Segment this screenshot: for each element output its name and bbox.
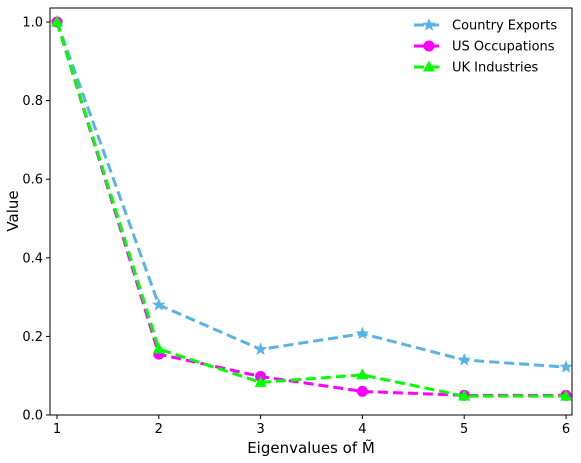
data-point-country-exports xyxy=(355,326,370,340)
series-line-uk-industries xyxy=(55,21,566,398)
legend-label: Country Exports xyxy=(452,19,557,34)
x-tick-label: 2 xyxy=(155,422,163,437)
data-point-country-exports xyxy=(152,297,166,311)
x-axis: 1 2 3 4 5 6 xyxy=(53,415,570,437)
x-tick-label: 3 xyxy=(256,422,264,437)
y-tick-label: 0.2 xyxy=(22,330,43,345)
y-tick-label: 0.6 xyxy=(22,173,43,188)
legend-marker xyxy=(423,60,435,72)
data-point-uk-industries xyxy=(458,389,471,401)
x-tick-label: 4 xyxy=(358,422,366,437)
y-tick-label: 0.0 xyxy=(22,409,43,424)
legend-item: US Occupations xyxy=(414,40,555,55)
legend-item: Country Exports xyxy=(414,18,557,34)
legend-marker xyxy=(423,40,435,52)
legend-label: UK Industries xyxy=(452,61,539,76)
y-tick-label: 0.4 xyxy=(22,251,43,266)
plot-frame xyxy=(49,7,573,416)
data-point-uk-industries xyxy=(356,368,369,380)
data-point-uk-industries xyxy=(560,389,572,401)
data-point-uk-industries xyxy=(152,342,165,354)
series-line-country-exports xyxy=(55,21,567,369)
series-uk-industries xyxy=(51,15,572,401)
x-tick-label: 6 xyxy=(562,422,570,437)
x-axis-label: Eigenvalues of M̃ xyxy=(247,438,375,457)
data-point-country-exports xyxy=(253,342,268,356)
data-point-uk-industries xyxy=(254,375,267,387)
data-point-country-exports xyxy=(457,352,471,366)
legend: Country Exports US Occupations UK Industri… xyxy=(414,18,557,76)
legend-item: UK Industries xyxy=(414,60,539,76)
data-point-us-occupations xyxy=(356,385,368,397)
y-tick-label: 1.0 xyxy=(22,16,43,31)
x-tick-label: 1 xyxy=(53,422,61,437)
y-axis: 0.0 0.2 0.4 0.6 0.8 1.0 xyxy=(22,16,50,424)
data-point-uk-industries xyxy=(51,15,63,27)
series-line-us-occupations xyxy=(55,21,566,397)
y-tick-label: 0.8 xyxy=(22,94,43,109)
x-tick-label: 5 xyxy=(460,422,468,437)
data-point-country-exports xyxy=(559,360,573,373)
y-axis-label: Value xyxy=(4,190,22,231)
legend-label: US Occupations xyxy=(452,40,555,55)
plot-area xyxy=(50,15,573,401)
legend-marker xyxy=(422,18,436,31)
